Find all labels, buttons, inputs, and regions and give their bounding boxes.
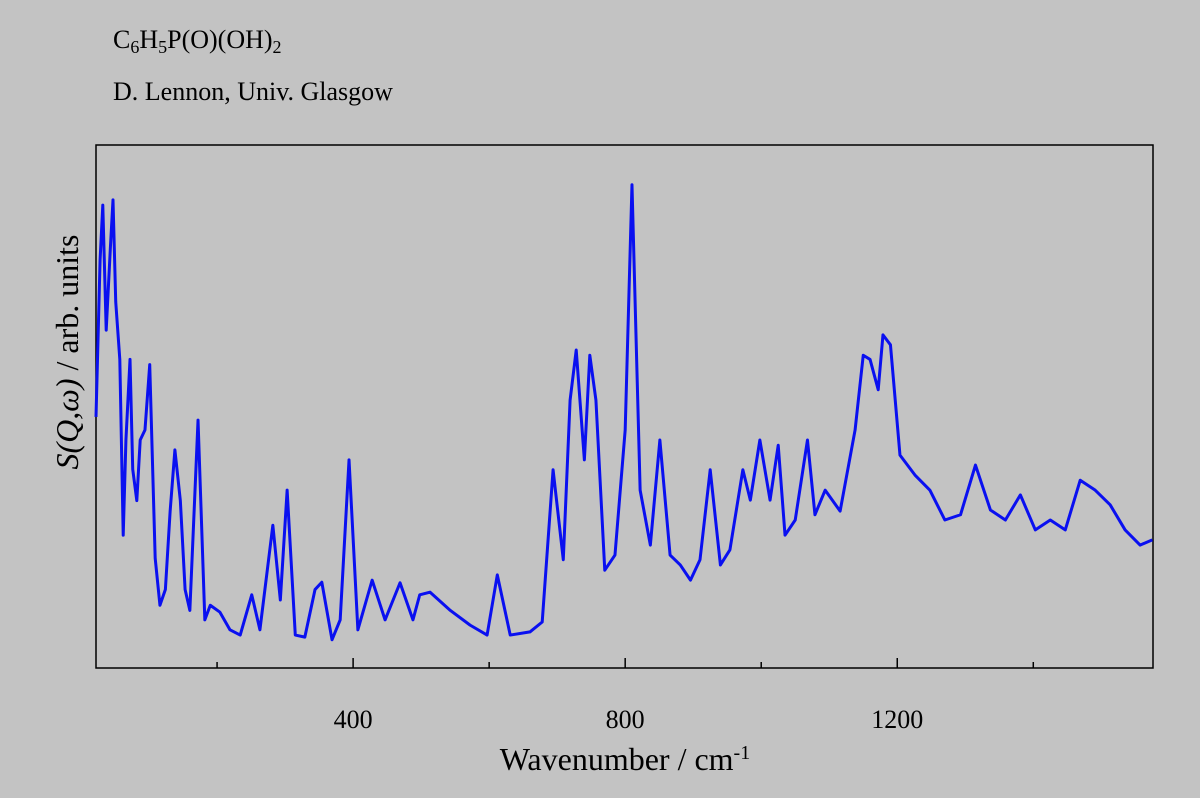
chart-title: C6H5P(O)(OH)2 (113, 25, 282, 57)
x-tick-label: 400 (334, 705, 373, 734)
chart-subtitle: D. Lennon, Univ. Glasgow (113, 77, 393, 106)
x-tick-label: 1200 (871, 705, 923, 734)
x-tick-label: 800 (606, 705, 645, 734)
spectrum-line (94, 183, 1153, 642)
y-axis-label: S(Q,ω) / arb. units (49, 235, 85, 470)
x-axis-label: Wavenumber / cm-1 (500, 741, 750, 777)
